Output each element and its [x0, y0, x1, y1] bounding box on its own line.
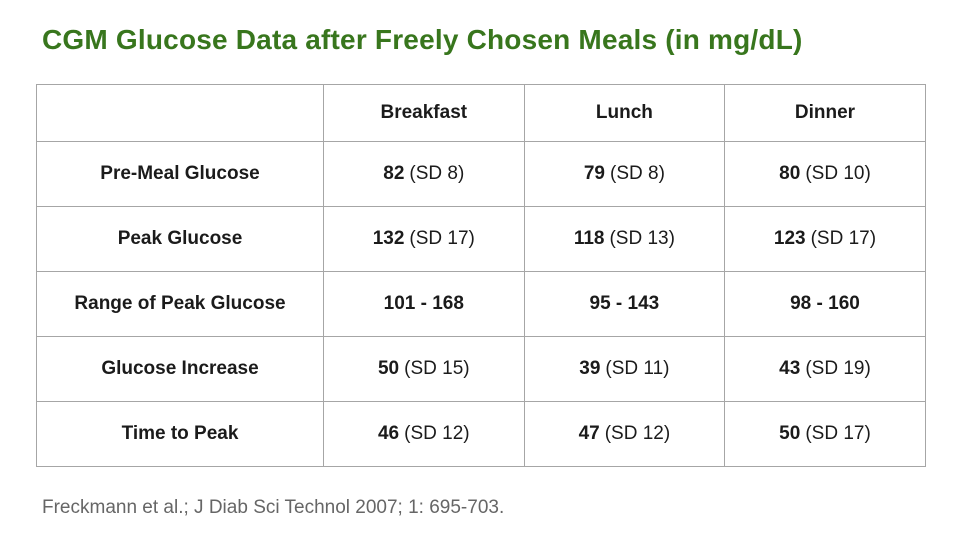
- cell-value: 50: [779, 423, 801, 445]
- cell-value: 80: [779, 163, 801, 185]
- cell-value: 132: [372, 228, 405, 250]
- cell-value: 101 - 168: [383, 293, 464, 315]
- cell-value: 118: [573, 228, 605, 250]
- cell-sd: (SD 19): [805, 358, 871, 380]
- cell-value: 43: [779, 358, 801, 380]
- table-row: Pre-Meal Glucose 82 (SD 8) 79 (SD 8) 80 (SD…: [36, 141, 926, 208]
- row-label-time-to-peak: Time to Peak: [36, 401, 324, 468]
- cell-value: 39: [579, 358, 601, 380]
- table-cell: 123 (SD 17): [724, 206, 926, 273]
- cell-value: 79: [583, 163, 605, 185]
- glucose-table: Breakfast Lunch Dinner Pre-Meal Glucose …: [36, 84, 926, 468]
- table-row: Range of Peak Glucose 101 - 168 95 - 143…: [36, 271, 926, 338]
- cell-value: 98 - 160: [790, 293, 860, 315]
- table-cell: 79 (SD 8): [523, 141, 726, 208]
- table-cell: 50 (SD 17): [724, 401, 926, 468]
- table-row: Time to Peak 46 (SD 12) 47 (SD 12) 50 (SD 1…: [36, 401, 926, 468]
- table-cell: 118 (SD 13): [523, 206, 726, 273]
- table-cell: 82 (SD 8): [323, 141, 525, 208]
- row-label-glucose-increase: Glucose Increase: [36, 336, 324, 403]
- table-cell: 101 - 168: [323, 271, 525, 338]
- cell-value: 82: [383, 163, 405, 185]
- table-cell: 47 (SD 12): [523, 401, 726, 468]
- cell-sd: (SD 8): [610, 163, 665, 185]
- cell-sd: (SD 12): [604, 423, 671, 445]
- column-header-lunch: Lunch: [523, 84, 726, 143]
- cell-value: 95 - 143: [589, 293, 660, 315]
- row-label-pre-meal-glucose: Pre-Meal Glucose: [36, 141, 324, 208]
- table-row: Glucose Increase 50 (SD 15) 39 (SD 11) 43(…: [36, 336, 926, 403]
- table-cell: 132 (SD 17): [323, 206, 525, 273]
- table-row: Peak Glucose 132 (SD 17) 118 (SD 13) 123 (S…: [36, 206, 926, 273]
- cell-sd: (SD 12): [404, 423, 470, 445]
- table-cell: 46 (SD 12): [323, 401, 525, 468]
- row-label-range-of-peak-glucose: Range of Peak Glucose: [36, 271, 324, 338]
- cell-sd: (SD 11): [605, 358, 670, 380]
- cell-sd: (SD 15): [404, 358, 470, 380]
- column-header-breakfast: Breakfast: [323, 84, 525, 143]
- table-cell: 50 (SD 15): [323, 336, 525, 403]
- corner-cell: [36, 84, 324, 143]
- table-cell: 80 (SD 10): [724, 141, 926, 208]
- table-cell: 98 - 160: [724, 271, 926, 338]
- cell-value: 47: [578, 423, 600, 445]
- cell-value: 46: [377, 423, 400, 445]
- cell-sd: (SD 17): [409, 228, 475, 250]
- row-label-peak-glucose: Peak Glucose: [36, 206, 324, 273]
- table-cell: 43 (SD 19): [724, 336, 926, 403]
- citation: Freckmann et al.; J Diab Sci Technol 200…: [42, 497, 505, 519]
- page-title: CGM Glucose Data after Freely Chosen Mea…: [42, 24, 803, 55]
- cell-sd: (SD 10): [805, 163, 871, 185]
- cell-sd: (SD 13): [609, 228, 675, 250]
- table-cell: 39 (SD 11): [523, 336, 726, 403]
- cell-value: 123: [773, 228, 806, 250]
- slide: CGM Glucose Data after Freely Chosen Mea…: [0, 24, 960, 540]
- cell-value: 50: [377, 358, 400, 380]
- table-header-row: Breakfast Lunch Dinner: [36, 84, 926, 143]
- cell-sd: (SD 8): [409, 163, 465, 185]
- table-cell: 95 - 143: [523, 271, 726, 338]
- column-header-dinner: Dinner: [724, 84, 926, 143]
- cell-sd: (SD 17): [805, 423, 871, 445]
- cell-sd: (SD 17): [810, 228, 877, 250]
